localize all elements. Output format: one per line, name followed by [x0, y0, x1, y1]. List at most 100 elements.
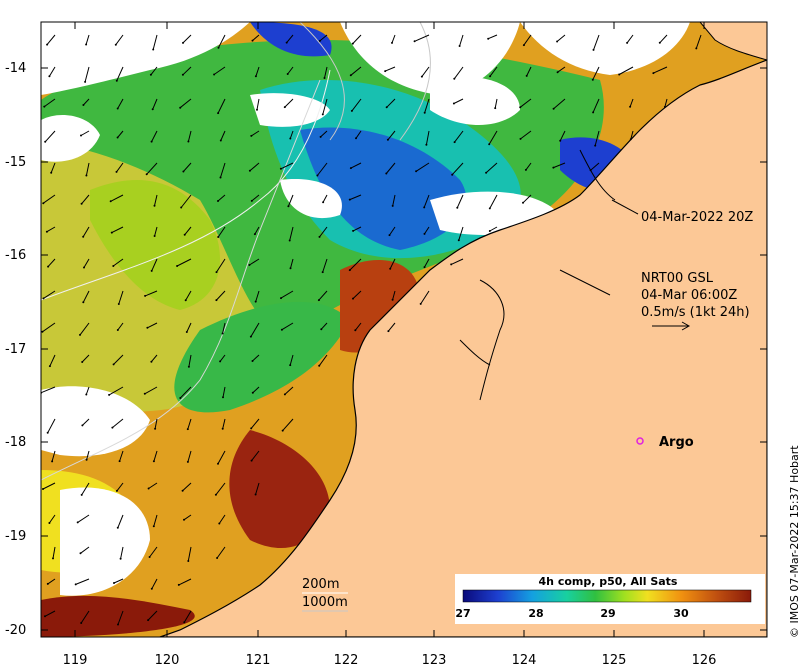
cloud-gap [280, 179, 342, 219]
current-vector [116, 66, 124, 81]
current-vector-head [488, 207, 491, 210]
current-vector-head [453, 141, 456, 144]
current-vector [216, 258, 226, 273]
current-vector [44, 130, 56, 143]
current-vector [151, 130, 158, 142]
current-vector-head [524, 168, 527, 171]
current-vector-head [112, 265, 115, 267]
current-vector-head [82, 301, 85, 304]
current-vector [81, 194, 90, 205]
current-vector [626, 34, 634, 44]
current-vector [489, 66, 498, 77]
x-tick-label: 123 [422, 653, 447, 668]
current-vector-head [452, 102, 455, 105]
current-vector-head [46, 43, 49, 46]
current-vector-head [250, 427, 253, 430]
timestamp-label: 04-Mar-2022 20Z [641, 210, 753, 225]
x-tick-label: 125 [602, 653, 627, 668]
current-vector-head [629, 138, 632, 141]
current-vector-head [117, 303, 120, 305]
current-vector [179, 98, 192, 109]
current-vector [489, 226, 498, 232]
current-vector-head [181, 489, 184, 492]
cloud-gap [41, 386, 150, 457]
current-vector-head [423, 206, 426, 209]
current-vector-head [384, 70, 387, 73]
current-vector [48, 66, 56, 77]
current-vector [324, 66, 328, 79]
current-vector-head [285, 41, 288, 44]
current-vector-head [150, 269, 153, 272]
current-vector [523, 34, 532, 46]
current-vector-head [80, 134, 82, 137]
current-vector [117, 514, 124, 528]
current-vector-head [180, 206, 183, 209]
current-vector [618, 66, 634, 75]
current-vector [450, 258, 464, 265]
current-vector [526, 66, 532, 77]
y-tick-label: -19 [5, 529, 26, 544]
current-vector [112, 418, 124, 428]
current-vector [349, 258, 362, 271]
estuary-line [459, 339, 491, 366]
current-vector-head [179, 106, 182, 109]
current-vector [108, 386, 124, 396]
current-vector [151, 258, 158, 272]
current-vector-head [322, 201, 325, 204]
current-vector-head [254, 75, 257, 78]
current-vector [322, 98, 328, 115]
current-vector [46, 226, 56, 233]
current-vector [456, 194, 464, 208]
current-vector [289, 354, 294, 366]
current-vector-head [251, 391, 254, 394]
current-vector-head [319, 135, 322, 138]
current-vector [386, 98, 396, 108]
current-vector [120, 546, 124, 559]
current-vector-head [150, 140, 153, 143]
current-vector [151, 578, 158, 590]
current-vector-head [150, 360, 153, 363]
sst-blue-top [250, 22, 332, 57]
current-vector-head [420, 75, 423, 78]
current-vector-head [289, 364, 292, 367]
current-vector [352, 226, 362, 232]
scale-arrow-icon [652, 321, 691, 331]
x-tick-label: 122 [334, 653, 359, 668]
current-vector [414, 34, 430, 42]
current-vector-head [354, 329, 357, 332]
current-vector [322, 194, 328, 203]
current-vector-head [183, 518, 185, 521]
current-vector [485, 162, 498, 174]
current-vector-head [217, 200, 219, 202]
current-vector-head [289, 267, 292, 270]
current-vector-head [250, 199, 253, 202]
current-vector [593, 34, 600, 51]
current-vector-head [83, 266, 85, 269]
current-vector [251, 194, 260, 202]
current-vector [249, 258, 260, 266]
current-vector [218, 514, 226, 524]
current-vector-head [147, 619, 150, 622]
current-vector [52, 546, 56, 559]
current-vector-head [695, 47, 698, 50]
current-vector [388, 322, 396, 332]
isobath-label-200m: 200m [302, 577, 339, 592]
current-vector-head [46, 582, 49, 585]
current-vector [424, 98, 430, 113]
current-vector [154, 418, 158, 429]
current-vector [80, 546, 90, 554]
current-vector-head [116, 107, 119, 110]
current-vector-head [485, 171, 488, 174]
current-vector-head [280, 328, 283, 331]
current-vector-head [652, 72, 655, 75]
current-vector [420, 290, 430, 305]
current-vector [392, 290, 396, 300]
current-vector-head [117, 623, 119, 626]
current-vector [47, 418, 56, 434]
current-vector [84, 66, 90, 83]
current-vector [187, 130, 192, 142]
current-vector-head [147, 487, 150, 490]
current-vector-head [321, 113, 324, 116]
current-vector [185, 290, 192, 301]
